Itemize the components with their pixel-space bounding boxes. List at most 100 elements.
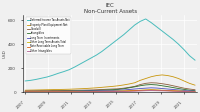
Other Long Term Assets Total xyxy=(24,91,26,92)
Deferred Income Tax Assets Net xyxy=(68,69,70,70)
Note Receivable Long Term xyxy=(95,91,98,92)
Note Receivable Long Term xyxy=(106,91,109,92)
Deferred Income Tax Assets Net xyxy=(166,34,169,36)
Property Plant Equipment Net xyxy=(62,89,65,90)
Other Long Term Assets Total xyxy=(40,91,43,92)
Note Receivable Long Term xyxy=(46,91,48,93)
Intangibles xyxy=(101,89,103,91)
Goodwill xyxy=(188,88,191,90)
Note Receivable Long Term xyxy=(112,91,114,92)
Property Plant Equipment Net xyxy=(150,76,152,77)
Intangibles xyxy=(117,89,120,90)
Other Intangibles xyxy=(134,90,136,92)
Goodwill xyxy=(194,89,196,90)
Other Long Term Assets Total xyxy=(194,91,196,92)
Deferred Income Tax Assets Net xyxy=(51,75,54,76)
Other Long Term Assets Total xyxy=(128,90,130,91)
Property Plant Equipment Net xyxy=(57,89,59,90)
Property Plant Equipment Net xyxy=(144,78,147,79)
Other Intangibles xyxy=(166,90,169,92)
Goodwill xyxy=(84,89,87,91)
Property Plant Equipment Net xyxy=(177,78,180,79)
Deferred Income Tax Assets Net xyxy=(95,54,98,56)
Other Long Term Assets Total xyxy=(117,90,120,92)
Long Term Investments xyxy=(40,91,43,92)
Intangibles xyxy=(35,91,37,92)
Deferred Income Tax Assets Net xyxy=(177,44,180,45)
Y-axis label: USD: USD xyxy=(3,50,7,58)
Other Intangibles xyxy=(62,91,65,93)
Long Term Investments xyxy=(128,89,130,90)
Other Intangibles xyxy=(68,91,70,93)
Other Long Term Assets Total xyxy=(144,89,147,91)
Deferred Income Tax Assets Net xyxy=(30,80,32,81)
Other Intangibles xyxy=(73,91,76,93)
Long Term Investments xyxy=(117,89,120,91)
Intangibles xyxy=(150,84,152,85)
Other Long Term Assets Total xyxy=(155,89,158,91)
Note Receivable Long Term xyxy=(188,91,191,92)
Intangibles xyxy=(73,90,76,92)
Other Long Term Assets Total xyxy=(161,89,163,91)
Long Term Investments xyxy=(35,91,37,92)
Note Receivable Long Term xyxy=(177,90,180,92)
Long Term Investments xyxy=(106,90,109,91)
Line: Note Receivable Long Term: Note Receivable Long Term xyxy=(25,90,195,92)
Note Receivable Long Term xyxy=(123,90,125,92)
Other Long Term Assets Total xyxy=(57,91,59,92)
Long Term Investments xyxy=(84,90,87,92)
Note Receivable Long Term xyxy=(57,91,59,92)
Note Receivable Long Term xyxy=(24,91,26,93)
Long Term Investments xyxy=(139,88,141,89)
Property Plant Equipment Net xyxy=(68,89,70,90)
Deferred Income Tax Assets Net xyxy=(139,21,141,22)
Note Receivable Long Term xyxy=(90,91,92,92)
Other Intangibles xyxy=(188,91,191,92)
Goodwill xyxy=(46,90,48,91)
Note Receivable Long Term xyxy=(144,89,147,91)
Property Plant Equipment Net xyxy=(84,88,87,89)
Property Plant Equipment Net xyxy=(194,84,196,86)
Note Receivable Long Term xyxy=(40,91,43,93)
Property Plant Equipment Net xyxy=(128,83,130,85)
Note Receivable Long Term xyxy=(73,91,76,92)
Deferred Income Tax Assets Net xyxy=(79,63,81,65)
Long Term Investments xyxy=(24,91,26,92)
Other Long Term Assets Total xyxy=(62,91,65,92)
Other Intangibles xyxy=(155,90,158,91)
Other Long Term Assets Total xyxy=(73,91,76,92)
Intangibles xyxy=(183,89,185,90)
Other Long Term Assets Total xyxy=(106,90,109,92)
Note Receivable Long Term xyxy=(150,89,152,91)
Goodwill xyxy=(112,88,114,90)
Other Long Term Assets Total xyxy=(30,91,32,92)
Long Term Investments xyxy=(172,89,174,90)
Goodwill xyxy=(73,90,76,91)
Intangibles xyxy=(90,90,92,91)
Note Receivable Long Term xyxy=(155,89,158,91)
Deferred Income Tax Assets Net xyxy=(84,60,87,62)
Other Intangibles xyxy=(139,90,141,92)
Property Plant Equipment Net xyxy=(24,89,26,91)
Property Plant Equipment Net xyxy=(139,80,141,81)
Other Long Term Assets Total xyxy=(166,90,169,91)
Goodwill xyxy=(95,89,98,90)
Property Plant Equipment Net xyxy=(112,86,114,87)
Long Term Investments xyxy=(90,90,92,92)
Intangibles xyxy=(68,90,70,92)
Intangibles xyxy=(144,84,147,86)
Other Intangibles xyxy=(172,90,174,92)
Property Plant Equipment Net xyxy=(117,85,120,86)
Deferred Income Tax Assets Net xyxy=(112,42,114,44)
Other Long Term Assets Total xyxy=(139,89,141,91)
Long Term Investments xyxy=(194,90,196,92)
Goodwill xyxy=(134,86,136,87)
Note Receivable Long Term xyxy=(84,91,87,92)
Intangibles xyxy=(172,87,174,88)
Intangibles xyxy=(57,90,59,92)
Other Intangibles xyxy=(106,91,109,92)
Intangibles xyxy=(139,85,141,86)
Other Long Term Assets Total xyxy=(84,91,87,92)
Deferred Income Tax Assets Net xyxy=(73,66,76,68)
Other Long Term Assets Total xyxy=(101,91,103,92)
